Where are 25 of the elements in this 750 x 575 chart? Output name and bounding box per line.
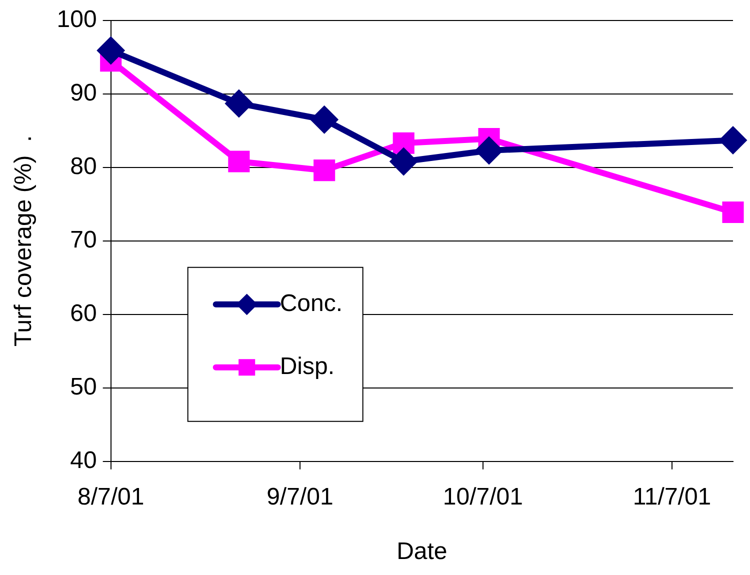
y-tick-label: 100 [56, 6, 97, 34]
y-tick-label: 70 [70, 226, 97, 254]
y-tick-label: 60 [70, 300, 97, 328]
point [720, 127, 746, 154]
y-tick-label: 40 [70, 447, 97, 474]
point [226, 90, 252, 116]
point [390, 148, 417, 175]
legend-label: Disp. [280, 353, 335, 380]
legend-label: Conc. [280, 290, 343, 318]
x-tick-label: 10/7/01 [442, 483, 523, 510]
y-axis-title: Turf coverage (%) . [10, 135, 38, 346]
point [228, 150, 250, 172]
point [98, 38, 124, 64]
x-axis-title: Date [396, 538, 448, 566]
x-tick-label: 11/7/01 [632, 483, 712, 510]
x-tick-label: 9/7/01 [266, 483, 334, 510]
point [392, 132, 414, 154]
point [314, 160, 336, 182]
y-tick-label: 80 [70, 153, 97, 180]
point [476, 137, 502, 164]
y-tick-label: 90 [70, 80, 97, 107]
x-tick-label: 8/7/01 [77, 483, 144, 510]
point [311, 106, 338, 133]
point [722, 201, 744, 224]
y-tick-label: 50 [70, 374, 97, 401]
